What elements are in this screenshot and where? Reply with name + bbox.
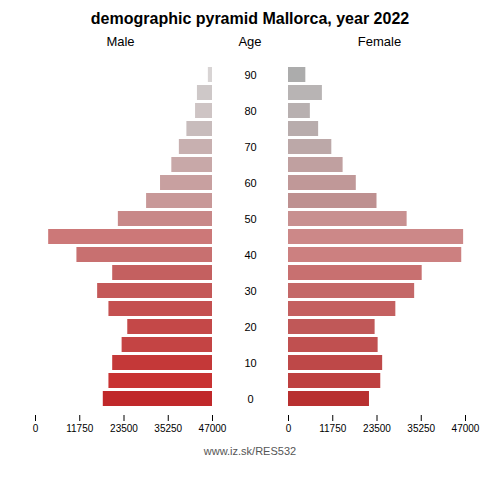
svg-text:47000: 47000: [199, 423, 227, 434]
svg-text:47000: 47000: [452, 423, 480, 434]
svg-text:11750: 11750: [66, 423, 94, 434]
svg-text:20: 20: [244, 321, 256, 333]
html-text:www.iz.sk/RES532: www.iz.sk/RES532: [203, 445, 297, 457]
svg-text:35250: 35250: [154, 423, 182, 434]
svg-text:50: 50: [244, 213, 256, 225]
svg-text:0: 0: [247, 393, 253, 405]
svg-text:11750: 11750: [319, 423, 347, 434]
svg-text:40: 40: [244, 249, 256, 261]
html-text:Female: Female: [357, 34, 402, 49]
svg-text:10: 10: [244, 357, 256, 369]
svg-text:35250: 35250: [407, 423, 435, 434]
svg-text:60: 60: [244, 177, 256, 189]
svg-text:30: 30: [244, 285, 256, 297]
svg-text:0: 0: [286, 423, 292, 434]
html-text:demographic pyramid Mallorca,: demographic pyramid Mallorca, year 2022: [90, 10, 410, 27]
html-text:Male: Male: [106, 34, 135, 49]
svg-text:23500: 23500: [363, 423, 391, 434]
svg-text:70: 70: [244, 141, 256, 153]
html-text:Age: Age: [238, 34, 262, 49]
svg-text:80: 80: [244, 105, 256, 117]
svg-text:23500: 23500: [110, 423, 138, 434]
svg-text:0: 0: [33, 423, 39, 434]
svg-text:90: 90: [244, 69, 256, 81]
